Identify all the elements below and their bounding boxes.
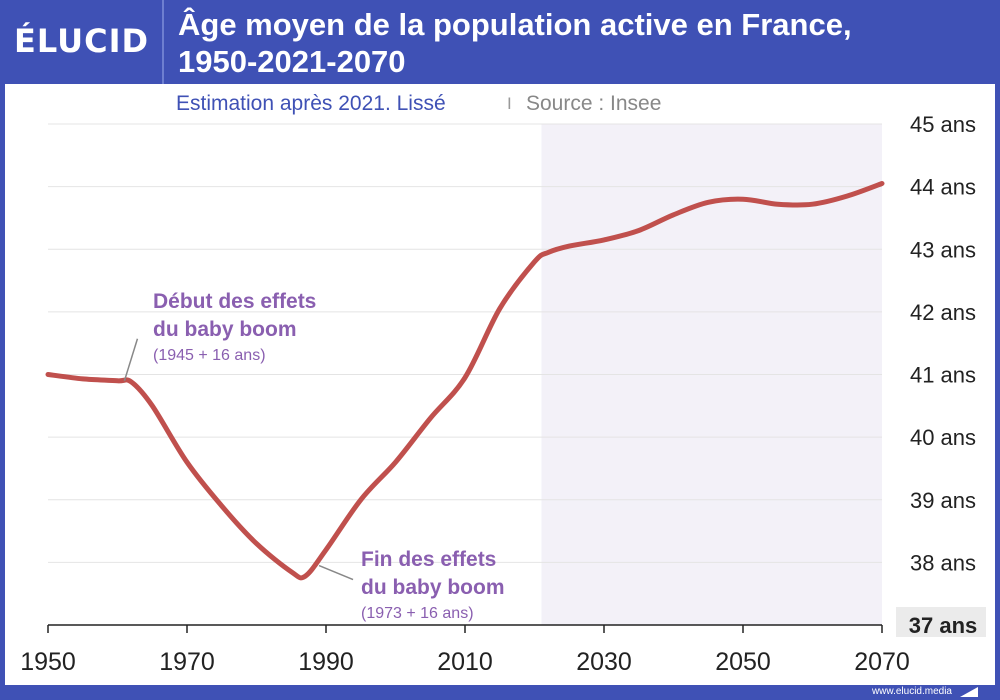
series-line xyxy=(45,181,885,581)
annotation-start-line2: du baby boom xyxy=(153,318,297,341)
y-tick-label: 43 ans xyxy=(910,237,976,262)
chart-source: Source : Insee xyxy=(526,92,661,115)
annotation-start-note: (1945 + 16 ans) xyxy=(153,347,266,364)
annotation-leader xyxy=(123,338,139,381)
y-tick-label: 40 ans xyxy=(910,425,976,450)
chart-title-line2: 1950-2021-2070 xyxy=(178,44,406,79)
elucid-mark-icon xyxy=(960,687,978,697)
y-tick-label: 44 ans xyxy=(910,175,976,200)
x-tick-label: 2070 xyxy=(854,648,910,676)
y-tick-label-bg xyxy=(896,607,986,637)
x-tick-label: 1990 xyxy=(298,648,354,676)
y-tick-label: 45 ans xyxy=(910,112,976,137)
footer: www.elucid.media xyxy=(0,685,1000,700)
annotation-leader xyxy=(318,564,354,581)
chart-title-line1: Âge moyen de la population active en Fra… xyxy=(178,7,852,42)
header-divider xyxy=(162,0,164,84)
chart-subtitle: Estimation après 2021. Lissé xyxy=(176,92,446,115)
header: ÉLUCID Âge moyen de la population active… xyxy=(0,0,1000,84)
y-tick-label: 42 ans xyxy=(910,300,976,325)
x-tick-label: 2030 xyxy=(576,648,632,676)
line-chart: Début des effets du baby boom (1945 + 16 a… xyxy=(20,92,986,676)
x-tick-label: 2050 xyxy=(715,648,771,676)
annotation-end-line1: Fin des effets xyxy=(361,548,496,571)
subtitle-separator: I xyxy=(507,94,512,113)
chart-panel: Début des effets du baby boom (1945 + 16 a… xyxy=(5,84,995,685)
annotation-end-note: (1973 + 16 ans) xyxy=(361,605,474,622)
y-tick-label: 41 ans xyxy=(910,363,976,388)
chart-title: Âge moyen de la population active en Fra… xyxy=(178,6,978,80)
elucid-logo: ÉLUCID xyxy=(14,22,150,60)
x-tick-label: 1970 xyxy=(159,648,215,676)
y-tick-label: 39 ans xyxy=(910,488,976,513)
footer-url: www.elucid.media xyxy=(871,686,952,697)
annotation-end-line2: du baby boom xyxy=(361,576,505,599)
y-tick-label: 38 ans xyxy=(910,550,976,575)
annotation-start-line1: Début des effets xyxy=(153,290,316,313)
x-tick-label: 1950 xyxy=(20,648,76,676)
y-tick-label: 37 ans xyxy=(909,613,978,638)
x-tick-label: 2010 xyxy=(437,648,493,676)
